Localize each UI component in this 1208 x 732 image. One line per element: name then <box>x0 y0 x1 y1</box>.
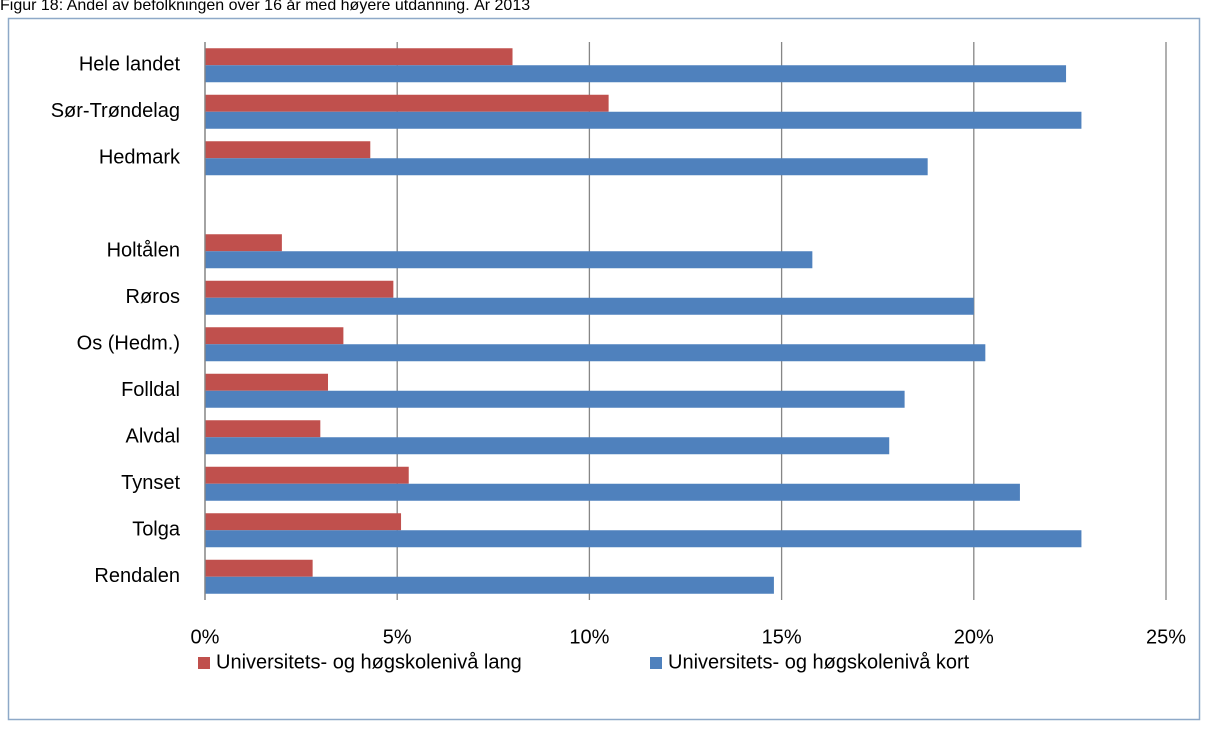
bar <box>205 466 409 484</box>
y-tick-label: Alvdal <box>126 426 180 448</box>
chart-frame <box>7 17 1201 721</box>
bar <box>205 530 1082 548</box>
bar <box>205 65 1067 83</box>
legend-swatch <box>650 657 662 669</box>
bar <box>205 141 371 159</box>
bar <box>205 420 321 438</box>
y-tick-label: Os (Hedm.) <box>77 333 180 355</box>
bar <box>205 251 813 269</box>
y-tick-label: Rendalen <box>94 565 180 587</box>
bar <box>205 327 344 345</box>
bar <box>205 483 1020 501</box>
bar <box>205 513 402 531</box>
y-tick-label: Tolga <box>132 519 181 541</box>
bar <box>205 94 609 112</box>
bar <box>205 576 774 594</box>
y-tick-label: Tynset <box>121 472 180 494</box>
bar <box>205 437 890 455</box>
bar <box>205 373 329 391</box>
y-tick-label: Hele landet <box>79 54 181 76</box>
bar <box>205 390 905 408</box>
y-tick-label: Hedmark <box>99 147 181 169</box>
y-tick-label: Folldal <box>121 379 180 401</box>
legend-swatch <box>198 657 210 669</box>
x-tick-label: 15% <box>762 626 802 648</box>
x-tick-label: 0% <box>191 626 220 648</box>
bar <box>205 48 513 66</box>
x-tick-label: 10% <box>569 626 609 648</box>
bar <box>205 111 1082 129</box>
x-tick-label: 25% <box>1146 626 1186 648</box>
bar <box>205 559 313 577</box>
legend-label: Universitets- og høgskolenivå kort <box>668 651 970 673</box>
y-tick-label: Holtålen <box>107 240 180 262</box>
x-tick-label: 5% <box>383 626 412 648</box>
legend-label: Universitets- og høgskolenivå lang <box>216 651 522 673</box>
bar <box>205 344 986 362</box>
x-tick-label: 20% <box>954 626 994 648</box>
y-tick-label: Sør-Trøndelag <box>51 100 180 122</box>
bar <box>205 234 282 252</box>
bar <box>205 280 394 298</box>
bar <box>205 158 928 176</box>
y-tick-label: Røros <box>126 286 180 308</box>
chart-title: Figur 18: Andel av befolkningen over 16 … <box>0 0 530 14</box>
bar <box>205 297 974 315</box>
